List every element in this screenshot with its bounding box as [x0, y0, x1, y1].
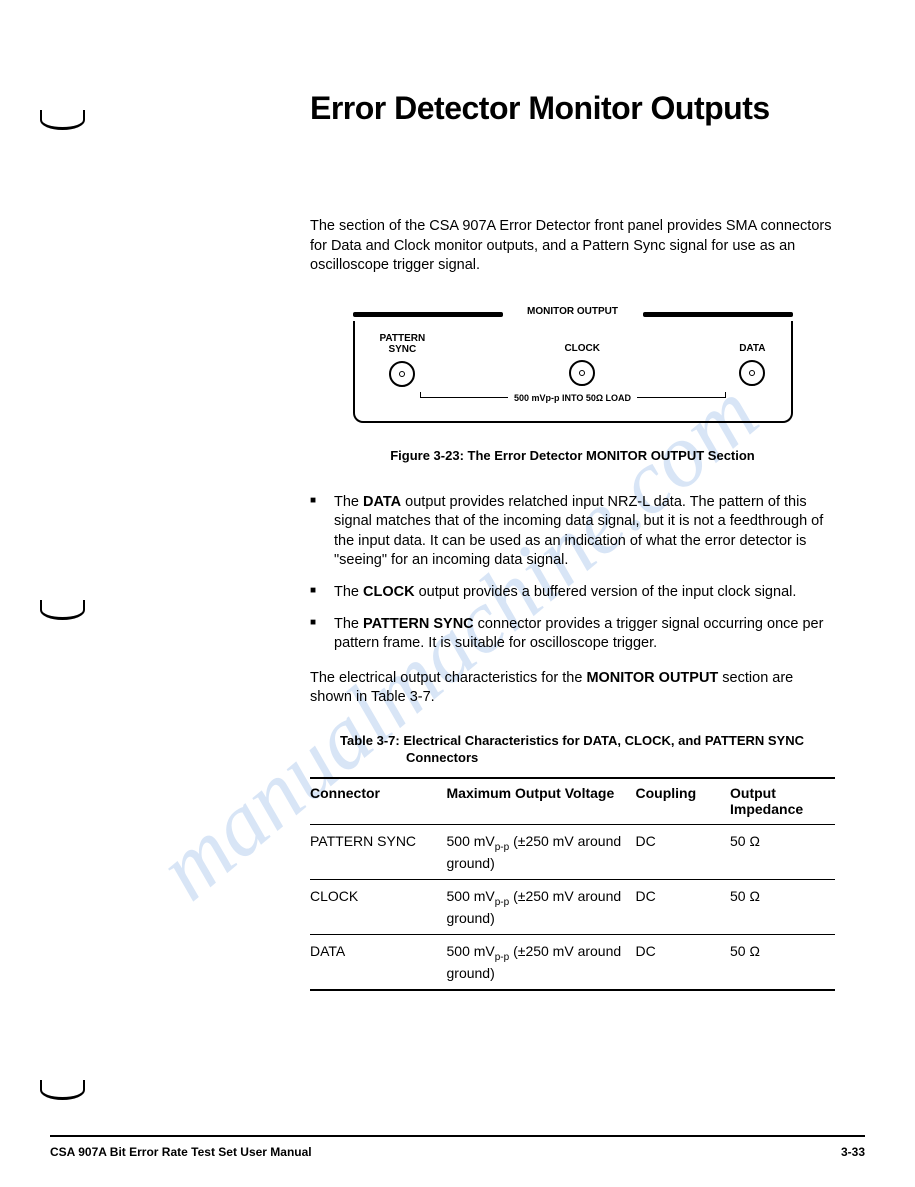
- list-item: The PATTERN SYNC connector provides a tr…: [310, 615, 835, 654]
- table-header: Connector: [310, 778, 447, 825]
- connector-label: DATA: [739, 343, 765, 354]
- cell-coupling: DC: [636, 880, 731, 935]
- table-row: CLOCK 500 mVp-p (±250 mV around ground) …: [310, 880, 835, 935]
- page-body: Error Detector Monitor Outputs The secti…: [50, 90, 865, 991]
- bullet-text-post: output provides relatched input NRZ-L da…: [334, 494, 823, 569]
- table-header-row: Connector Maximum Output Voltage Couplin…: [310, 778, 835, 825]
- connector-label: CLOCK: [564, 343, 600, 354]
- table-body: PATTERN SYNC 500 mVp-p (±250 mV around g…: [310, 825, 835, 990]
- list-item: The DATA output provides relatched input…: [310, 493, 835, 571]
- cell-voltage: 500 mVp-p (±250 mV around ground): [447, 880, 636, 935]
- bullet-text-pre: The: [334, 494, 363, 510]
- bullet-text-post: output provides a buffered version of th…: [415, 584, 797, 600]
- cell-connector: CLOCK: [310, 880, 447, 935]
- bullet-label: DATA: [363, 494, 401, 510]
- intro-paragraph: The section of the CSA 907A Error Detect…: [310, 217, 835, 276]
- bullet-label: CLOCK: [363, 584, 415, 600]
- sma-connector-icon: [739, 360, 765, 386]
- binding-mark: [40, 1080, 85, 1100]
- cell-impedance: 50 Ω: [730, 825, 835, 880]
- table-row: PATTERN SYNC 500 mVp-p (±250 mV around g…: [310, 825, 835, 880]
- cell-impedance: 50 Ω: [730, 935, 835, 990]
- diagram-title: MONITOR OUTPUT: [353, 306, 793, 317]
- list-item: The CLOCK output provides a buffered ver…: [310, 583, 835, 603]
- page-title: Error Detector Monitor Outputs: [310, 90, 835, 127]
- clock-connector: CLOCK: [564, 333, 600, 386]
- table-row: DATA 500 mVp-p (±250 mV around ground) D…: [310, 935, 835, 990]
- bullet-text-pre: The: [334, 584, 363, 600]
- figure-caption: Figure 3-23: The Error Detector MONITOR …: [310, 448, 835, 463]
- cell-coupling: DC: [636, 935, 731, 990]
- cell-connector: DATA: [310, 935, 447, 990]
- body-text-pre: The electrical output characteristics fo…: [310, 670, 586, 686]
- bullet-text-pre: The: [334, 616, 363, 632]
- pattern-sync-connector: PATTERN SYNC: [380, 333, 426, 387]
- cell-coupling: DC: [636, 825, 731, 880]
- table-header: Maximum Output Voltage: [447, 778, 636, 825]
- cell-voltage: 500 mVp-p (±250 mV around ground): [447, 935, 636, 990]
- table-header: Coupling: [636, 778, 731, 825]
- monitor-output-diagram: MONITOR OUTPUT PATTERN SYNC CLOCK DATA: [353, 306, 793, 423]
- cell-connector: PATTERN SYNC: [310, 825, 447, 880]
- body-paragraph: The electrical output characteristics fo…: [310, 669, 835, 708]
- cell-impedance: 50 Ω: [730, 880, 835, 935]
- characteristics-table: Connector Maximum Output Voltage Couplin…: [310, 777, 835, 992]
- footer-manual-title: CSA 907A Bit Error Rate Test Set User Ma…: [50, 1145, 312, 1159]
- data-connector: DATA: [739, 333, 765, 386]
- bullet-label: PATTERN SYNC: [363, 616, 474, 632]
- sma-connector-icon: [389, 361, 415, 387]
- table-header: Output Impedance: [730, 778, 835, 825]
- cell-voltage: 500 mVp-p (±250 mV around ground): [447, 825, 636, 880]
- load-spec-line: 500 mVp-p INTO 50Ω LOAD: [380, 393, 766, 403]
- connector-label: PATTERN SYNC: [380, 333, 426, 355]
- footer-page-number: 3-33: [841, 1145, 865, 1159]
- sma-connector-icon: [569, 360, 595, 386]
- load-spec-text: 500 mVp-p INTO 50Ω LOAD: [508, 393, 637, 403]
- page-footer: CSA 907A Bit Error Rate Test Set User Ma…: [50, 1135, 865, 1159]
- body-text-bold: MONITOR OUTPUT: [586, 670, 718, 686]
- table-caption: Table 3-7: Electrical Characteristics fo…: [376, 733, 835, 767]
- diagram-box: PATTERN SYNC CLOCK DATA 500 mVp-p INTO 5…: [353, 321, 793, 423]
- bullet-list: The DATA output provides relatched input…: [310, 493, 835, 654]
